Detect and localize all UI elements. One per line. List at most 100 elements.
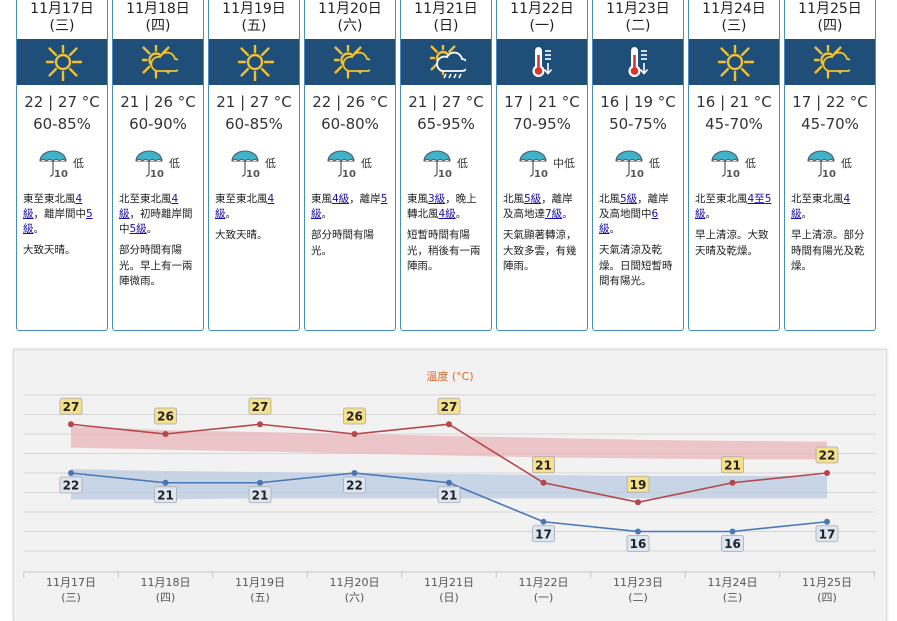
wind-text: 。	[562, 208, 573, 220]
data-point	[446, 421, 452, 428]
cold-icon	[532, 47, 553, 77]
weather-description: 大致天晴。	[23, 244, 76, 256]
wind-force-link[interactable]: 5級	[311, 193, 388, 220]
wind-text: 。	[455, 208, 467, 220]
x-tick-label: 11月24日	[708, 576, 758, 589]
data-point	[351, 431, 358, 437]
wind-force-link[interactable]: 4	[267, 193, 275, 205]
sunny-periods-icon	[334, 45, 370, 79]
weather-description: 部分時間有陽光。早上有一兩陣微雨。	[119, 244, 193, 287]
wind-force-link[interactable]: 級	[215, 208, 226, 220]
x-tick-label: 11月23日	[613, 576, 663, 589]
data-label-box	[248, 486, 272, 504]
wind-force-link[interactable]: 級	[599, 223, 610, 235]
rain-probability-label: 低	[169, 157, 180, 170]
umbrella-icon: 10	[807, 150, 836, 179]
data-label-box	[437, 486, 461, 504]
svg-text:10: 10	[726, 169, 740, 179]
svg-text:10: 10	[342, 169, 356, 179]
wind-force-link[interactable]: 4	[171, 193, 179, 205]
wind-force-link[interactable]: 4	[75, 193, 83, 205]
data-label: 17	[535, 527, 552, 541]
date-text: 11月24日	[702, 1, 766, 17]
weather-description: 大致天晴。	[215, 229, 268, 241]
weather-description: 天氣清涼及乾燥。日間短暫時間有陽光。	[599, 244, 673, 287]
weather-icon-band	[209, 39, 299, 85]
data-label-box	[437, 397, 461, 415]
rain-probability-label: 低	[265, 157, 276, 170]
weekday-text: (三)	[721, 18, 747, 34]
wind-text: 北至東北風	[791, 193, 844, 205]
wind-force-link[interactable]: 7級	[545, 208, 563, 220]
wind-text: 。	[801, 208, 813, 220]
rain-probability-label: 低	[745, 157, 756, 170]
weather-icon-band	[497, 39, 587, 85]
data-label-box	[59, 476, 83, 494]
wind-force-link[interactable]: 級	[23, 223, 34, 235]
wind-force-link[interactable]: 5級	[695, 193, 772, 220]
wind-forecast: 東風4級，離岸5級。	[311, 192, 391, 222]
rain-probability: 10 低	[37, 147, 107, 179]
wind-force-link[interactable]: 6	[651, 208, 659, 220]
wind-force-link[interactable]: 4級	[438, 208, 456, 220]
wind-force-link[interactable]: 級	[119, 208, 130, 220]
data-point	[635, 528, 641, 535]
svg-text:10: 10	[150, 169, 164, 179]
data-point	[68, 470, 74, 476]
weather-icon-band	[113, 39, 203, 85]
wind-forecast: 北至東北風4 級。	[791, 192, 871, 222]
wind-force-link[interactable]: 5	[86, 208, 93, 220]
forecast-day-card: 11月24日 (三) 16 | 21 °C 45-70% 10 低北至東北風4至5級。早…	[688, 0, 780, 331]
data-point	[68, 421, 74, 428]
wind-force-link[interactable]: 級	[791, 208, 802, 220]
forecast-day-card: 11月20日 (六) 22 | 26 °C 60-80% 10 低東風4級，離岸5級。部…	[304, 0, 396, 331]
wind-forecast: 北至東北風4 級，初時離岸間中5級。	[119, 192, 199, 237]
data-label: 26	[157, 410, 174, 424]
data-point	[540, 518, 547, 525]
svg-text:10: 10	[438, 169, 452, 179]
forecast-day-card: 11月21日 (日) 21 | 27 °C 65-95% 10 低東風3級，晚上轉北風4…	[400, 0, 492, 331]
temperature-range: 17 | 21 °C	[504, 93, 580, 111]
data-label-box	[248, 397, 272, 415]
forecast-day-card: 11月18日 (四) 21 | 26 °C 60-90% 10 低北至東北風4 級，初時離…	[112, 0, 204, 331]
wind-text: 東風	[407, 193, 428, 205]
wind-force-link[interactable]: 級	[23, 208, 34, 220]
data-label: 21	[441, 488, 458, 502]
wind-text: 東至東北風	[23, 193, 76, 205]
weather-description: 短暫時間有陽光，稍後有一兩陣雨。	[407, 229, 481, 272]
date-text: 11月17日	[30, 1, 94, 17]
wind-text: 。	[33, 223, 45, 235]
data-label: 27	[63, 400, 80, 414]
wind-force-link[interactable]: 5級	[620, 193, 638, 205]
data-label: 27	[441, 400, 458, 414]
weather-description: 天氣顯著轉涼，大致多雲，有幾陣雨。	[503, 229, 577, 272]
weekday-text: (四)	[145, 18, 171, 34]
wind-force-link[interactable]: 4至	[747, 193, 765, 205]
sunny-periods-icon	[142, 45, 178, 79]
data-point	[257, 421, 263, 428]
wind-force-link[interactable]: 4級	[332, 193, 350, 205]
rain-probability: 10 低	[613, 147, 683, 179]
forecast-cards: 11月17日 (三) 22 | 27 °C 60-85% 10 低東至東北風4級，離岸間…	[16, 0, 876, 331]
rain-probability-label: 低	[361, 157, 372, 170]
forecast-date: 11月19日 (五)	[209, 1, 299, 35]
weather-icon-band	[17, 39, 107, 85]
umbrella-icon: 10	[231, 150, 260, 179]
wind-force-link[interactable]: 3級	[428, 193, 446, 205]
wind-force-link[interactable]: 4	[843, 193, 851, 205]
data-label-box	[532, 525, 555, 543]
wind-force-link[interactable]: 5級	[129, 223, 147, 235]
temperature-chart: 溫度 (°C) 11月17日 (三) 11月18日 (四) 11月19日 (五) 11月20日…	[13, 349, 887, 621]
weather-description: 早上清涼。部分時間有陽光及乾燥。	[791, 229, 865, 272]
wind-forecast: 北至東北風4至5級。	[695, 192, 775, 222]
temperature-range: 16 | 19 °C	[600, 93, 676, 111]
humidity-range: 60-90%	[129, 115, 187, 133]
forecast-day-card: 11月23日 (二) 16 | 19 °C 50-75% 10 低北風5級，離岸及高地…	[592, 0, 684, 331]
date-text: 11月18日	[126, 1, 190, 17]
weekday-text: (五)	[241, 18, 267, 34]
umbrella-icon: 10	[327, 150, 356, 179]
date-text: 11月20日	[318, 1, 382, 17]
data-label-box	[59, 397, 83, 415]
wind-force-link[interactable]: 5級	[524, 193, 542, 205]
weekday-text: (三)	[49, 18, 75, 34]
